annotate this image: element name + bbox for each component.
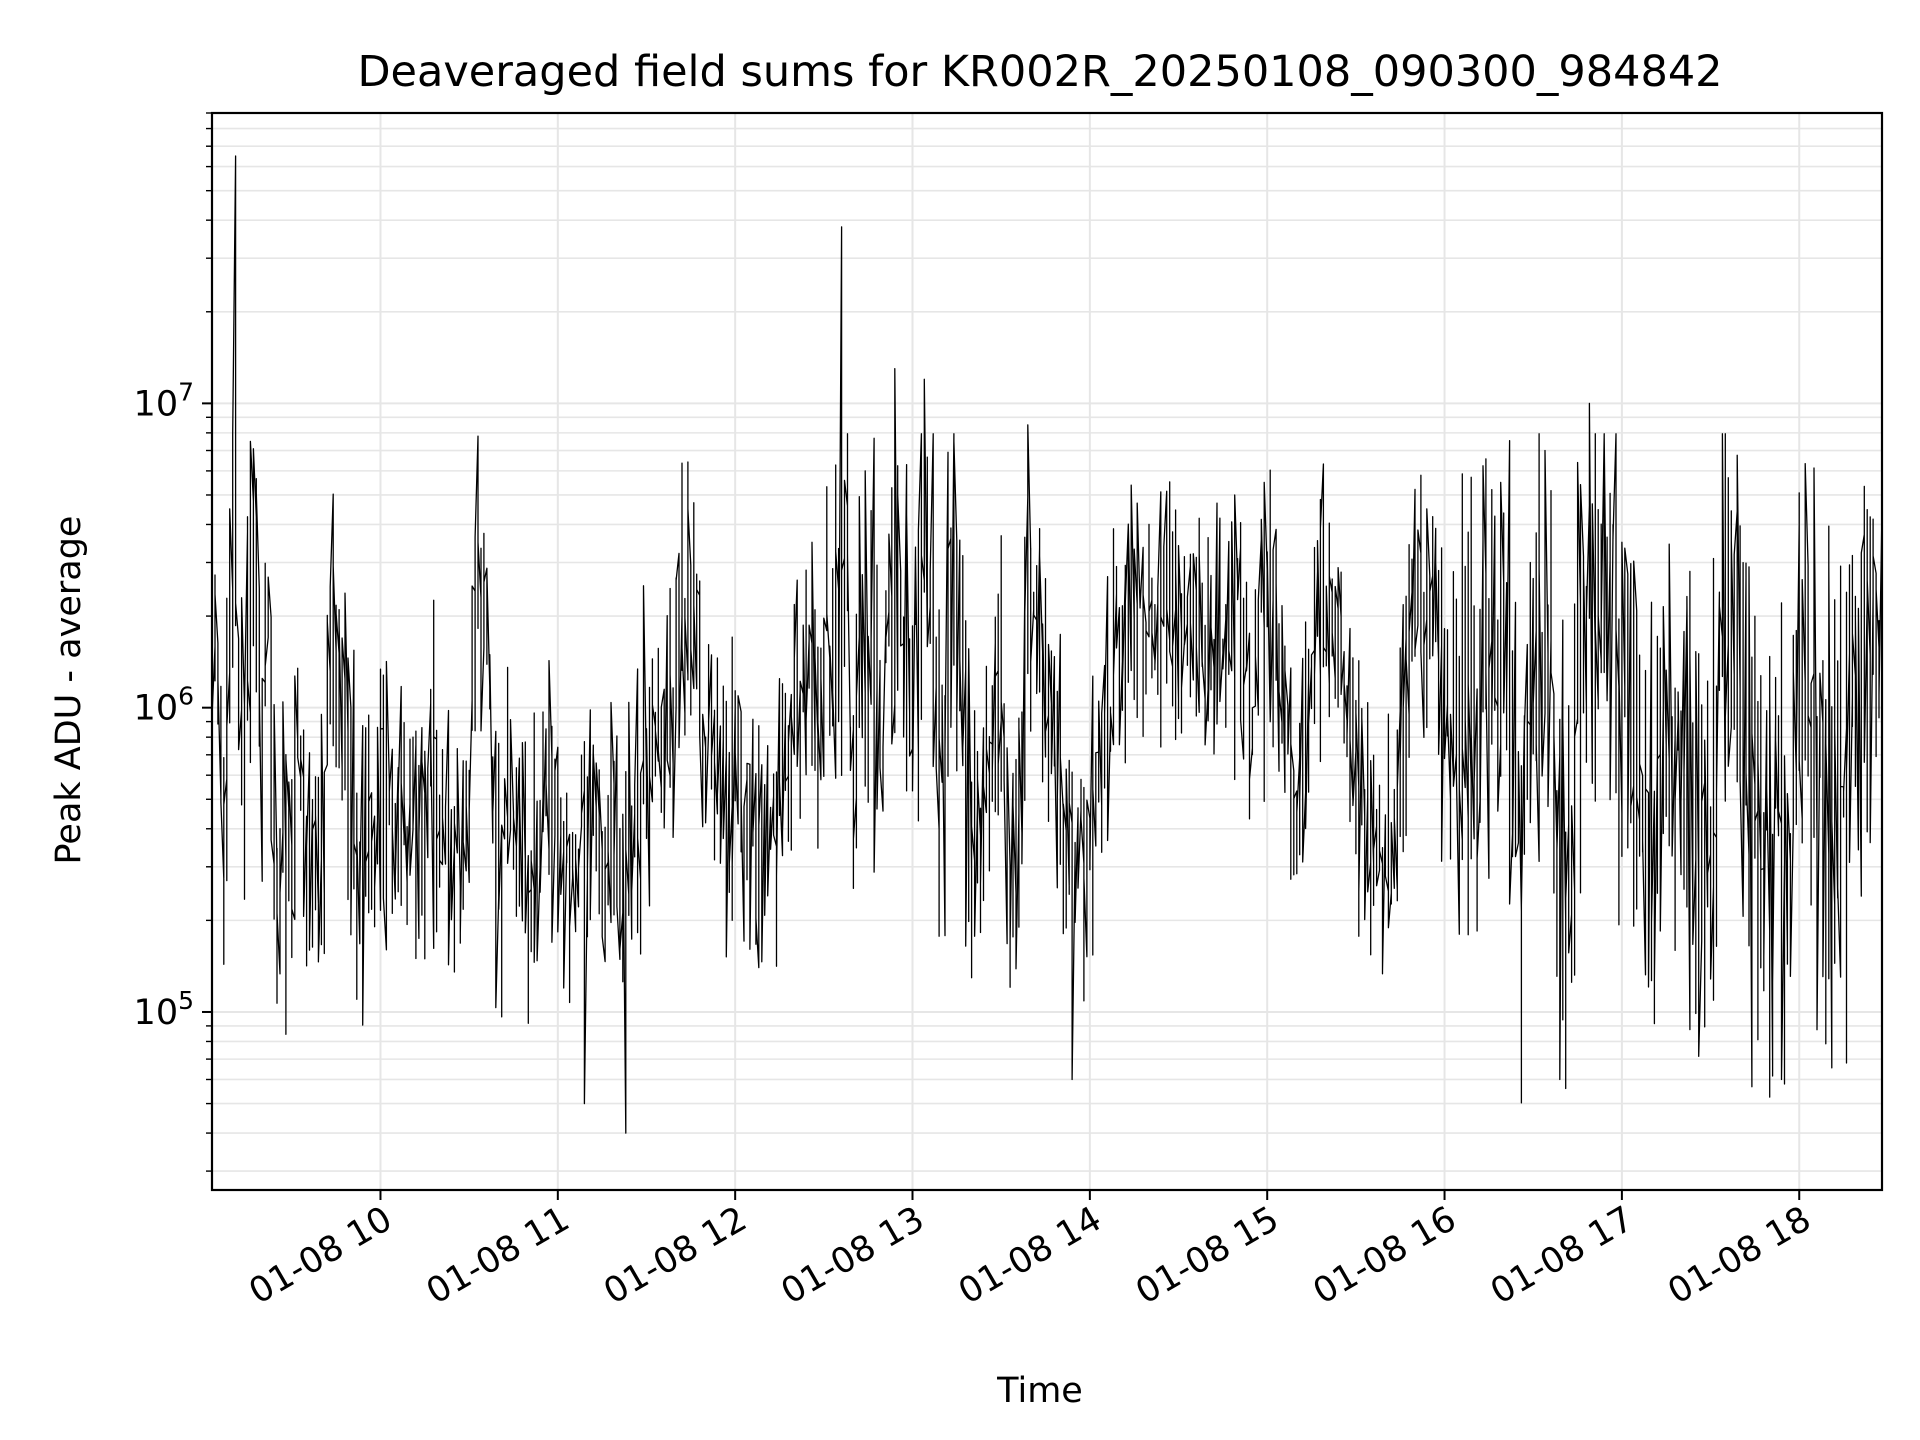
x-axis-label: Time [996,1371,1083,1411]
series-area [211,155,1883,1134]
y-tick-label: 106 [134,682,194,729]
y-axis-label: Peak ADU - average [49,516,89,865]
y-tick-label: 105 [134,986,194,1033]
chart-title: Deaveraged field sums for KR002R_2025010… [357,47,1722,97]
y-tick-label: 107 [134,377,194,424]
series-line [211,155,1883,1134]
plot-frame [210,111,1884,1192]
